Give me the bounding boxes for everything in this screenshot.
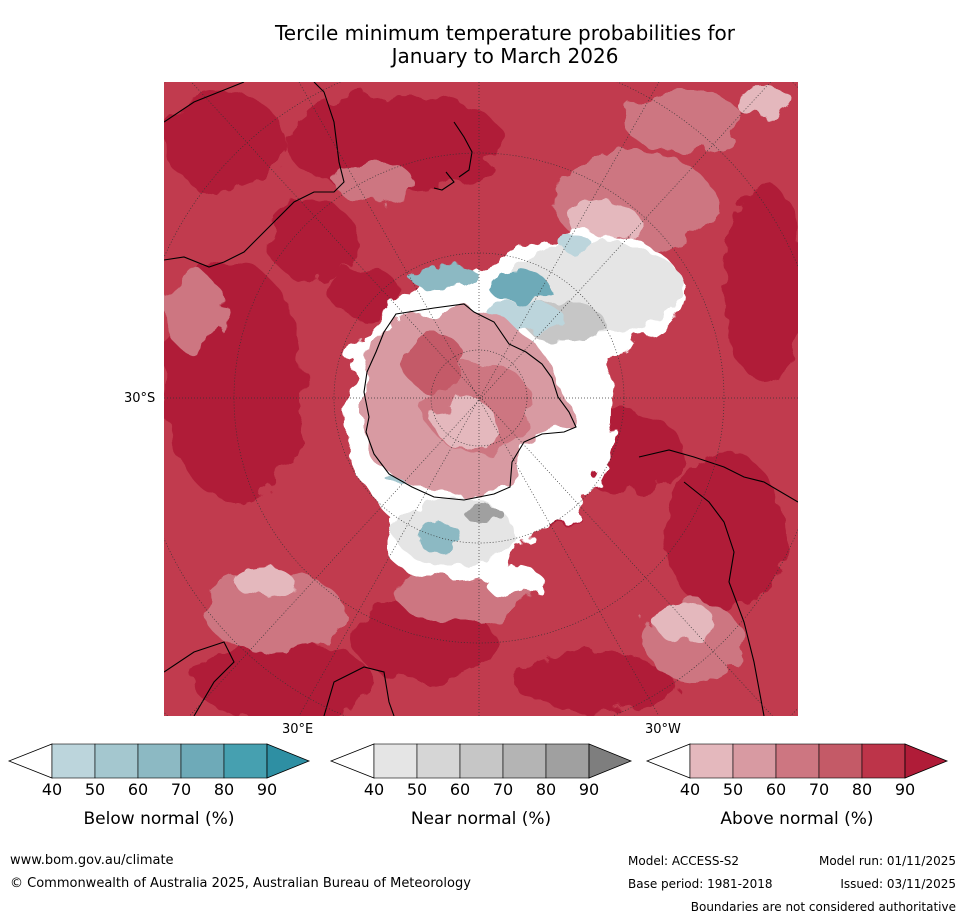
colorbar-tick-label: 70 bbox=[492, 780, 514, 799]
colorbar-swatch bbox=[51, 743, 96, 779]
colorbar-swatch bbox=[223, 743, 268, 779]
colorbar-tick-label: 90 bbox=[256, 780, 278, 799]
colorbar-tick-label: 50 bbox=[84, 780, 106, 799]
colorbar-swatch bbox=[545, 743, 590, 779]
colorbar-swatch bbox=[137, 743, 182, 779]
colorbar-above-normal: 40 50 60 70 80 90 Above normal (%) bbox=[645, 743, 949, 829]
colorbar-swatch bbox=[689, 743, 734, 779]
colorbar-swatch bbox=[416, 743, 461, 779]
colorbar-swatch bbox=[775, 743, 820, 779]
colorbar-ticks: 40 50 60 70 80 90 bbox=[9, 780, 309, 802]
colorbar-tick-label: 90 bbox=[578, 780, 600, 799]
colorbar-below-normal: 40 50 60 70 80 90 Below normal (%) bbox=[7, 743, 311, 829]
colorbar-swatch bbox=[459, 743, 504, 779]
footer-base-period: Base period: 1981-2018 bbox=[628, 877, 773, 891]
colorbar-swatch bbox=[94, 743, 139, 779]
lon-label-30e: 30°E bbox=[282, 722, 314, 737]
lat-label-30s: 30°S bbox=[124, 391, 156, 406]
colorbar-tick-label: 90 bbox=[894, 780, 916, 799]
map-title: Tercile minimum temperature probabilitie… bbox=[160, 22, 850, 68]
colorbar-min-extension bbox=[329, 743, 375, 779]
footer-issued: Issued: 03/11/2025 bbox=[840, 877, 956, 891]
colorbar-tick-label: 80 bbox=[213, 780, 235, 799]
colorbar-swatch bbox=[818, 743, 863, 779]
title-line-2: January to March 2026 bbox=[391, 44, 619, 68]
colorbar-label: Near normal (%) bbox=[410, 809, 552, 829]
colorbar-near-normal: 40 50 60 70 80 90 Near normal (%) bbox=[329, 743, 633, 829]
colorbar-min-extension bbox=[7, 743, 53, 779]
colorbar-tick-label: 40 bbox=[363, 780, 385, 799]
lon-label-30w: 30°W bbox=[645, 722, 681, 737]
colorbar-swatch bbox=[502, 743, 547, 779]
colorbar-swatch bbox=[861, 743, 906, 779]
colorbar-min-extension bbox=[645, 743, 691, 779]
colorbar-tick-label: 70 bbox=[808, 780, 830, 799]
footer-copyright: © Commonwealth of Australia 2025, Austra… bbox=[10, 876, 471, 891]
colorbar-graphic bbox=[329, 743, 633, 779]
colorbar-graphic bbox=[645, 743, 949, 779]
footer-website-link[interactable]: www.bom.gov.au/climate bbox=[10, 853, 174, 868]
colorbar-swatch bbox=[373, 743, 418, 779]
footer-disclaimer: Boundaries are not considered authoritat… bbox=[690, 900, 956, 914]
colorbar-tick-label: 60 bbox=[765, 780, 787, 799]
colorbar-label: Below normal (%) bbox=[83, 809, 235, 829]
colorbar-tick-label: 40 bbox=[41, 780, 63, 799]
probability-map[interactable] bbox=[164, 82, 798, 716]
colorbar-tick-label: 40 bbox=[679, 780, 701, 799]
colorbar-swatch bbox=[180, 743, 225, 779]
colorbar-tick-label: 70 bbox=[170, 780, 192, 799]
colorbar-max-extension bbox=[266, 743, 311, 779]
map-graphic bbox=[164, 82, 798, 716]
colorbar-label: Above normal (%) bbox=[720, 809, 874, 829]
colorbar-tick-label: 60 bbox=[127, 780, 149, 799]
colorbar-ticks: 40 50 60 70 80 90 bbox=[331, 780, 631, 802]
colorbar-ticks: 40 50 60 70 80 90 bbox=[647, 780, 947, 802]
colorbar-tick-label: 50 bbox=[406, 780, 428, 799]
colorbar-swatch bbox=[732, 743, 777, 779]
colorbar-tick-label: 50 bbox=[722, 780, 744, 799]
colorbar-tick-label: 80 bbox=[851, 780, 873, 799]
colorbar-graphic bbox=[7, 743, 311, 779]
colorbar-tick-label: 80 bbox=[535, 780, 557, 799]
footer-model-run: Model run: 01/11/2025 bbox=[818, 854, 956, 868]
footer-model: Model: ACCESS-S2 bbox=[628, 854, 740, 868]
colorbar-max-extension bbox=[588, 743, 633, 779]
colorbar-max-extension bbox=[904, 743, 949, 779]
colorbar-tick-label: 60 bbox=[449, 780, 471, 799]
title-line-1: Tercile minimum temperature probabilitie… bbox=[274, 21, 736, 45]
